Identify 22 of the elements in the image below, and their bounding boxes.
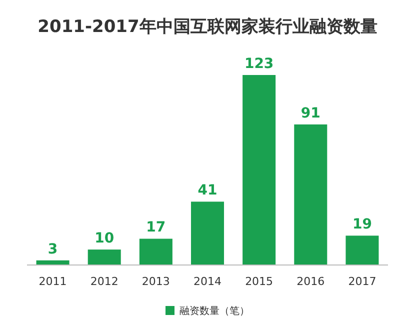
x-tick-label: 2016 — [296, 275, 325, 288]
data-label: 19 — [352, 216, 372, 233]
bar — [242, 75, 276, 265]
bar — [294, 124, 328, 265]
data-label: 3 — [48, 241, 58, 258]
x-tick-label: 2017 — [348, 275, 376, 288]
x-tick-label: 2012 — [90, 275, 118, 288]
bar — [190, 202, 224, 265]
data-label: 41 — [198, 182, 218, 199]
bar — [88, 250, 121, 265]
bar — [346, 236, 379, 265]
x-tick-label: 2015 — [245, 275, 274, 288]
x-tick-label: 2014 — [194, 275, 222, 288]
data-label: 17 — [146, 220, 166, 236]
bar — [139, 238, 172, 265]
data-label: 123 — [244, 56, 274, 72]
chart-title: 2011-2017年中国互联网家装行业融资数量 — [38, 17, 378, 37]
x-tick-label: 2011 — [38, 275, 67, 288]
data-label: 91 — [300, 105, 320, 122]
x-tick-label: 2013 — [142, 275, 170, 288]
legend-label: 融资数量（笔） — [180, 305, 250, 317]
data-label: 10 — [94, 230, 114, 247]
